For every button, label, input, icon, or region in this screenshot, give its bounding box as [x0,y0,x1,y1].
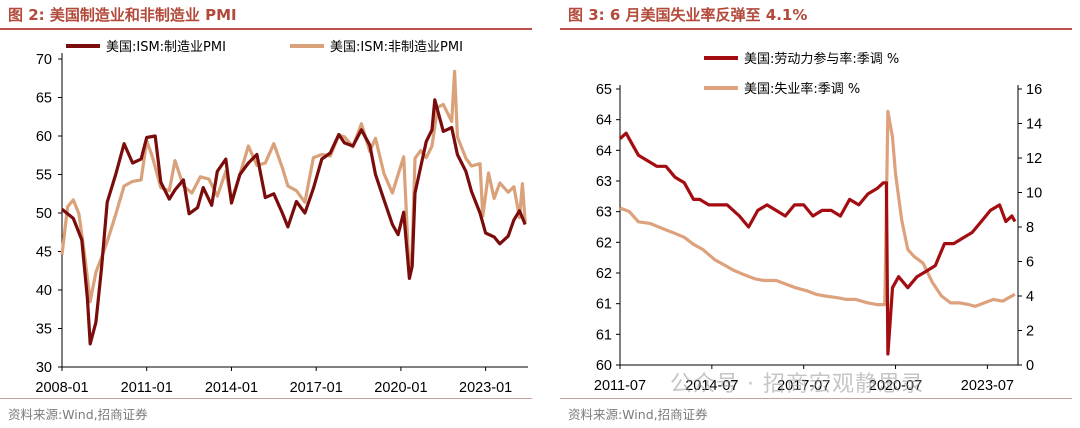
source-rule [560,398,1072,399]
x-tick-label: 2008-01 [35,380,88,396]
y-right-tick-label: 4 [1026,289,1034,305]
y-tick-label: 55 [36,168,52,184]
y-left-tick-label: 63 [596,174,612,190]
y-right-tick-label: 16 [1026,82,1042,98]
y-tick-label: 45 [36,245,52,261]
y-right-tick-label: 10 [1026,186,1042,202]
x-tick-label: 2011-01 [121,380,173,396]
x-tick-label: 2017-07 [777,378,830,394]
figure-3-title: 图 3: 6 月美国失业率反弹至 4.1% [568,6,808,24]
y-tick-label: 60 [36,129,52,145]
y-left-tick-label: 62 [596,235,612,251]
x-tick-label: 2014-07 [685,378,738,394]
figure-3-panel: 图 3: 6 月美国失业率反弹至 4.1% 60 61 61 62 62 63 63 64 64… [560,0,1080,428]
watermark-text: 公众号 · 招商宏观静思录 [670,372,924,397]
y-tick-label: 30 [36,360,52,376]
legend-label: 美国:ISM:非制造业PMI [330,40,463,55]
x-tick-label: 2011-07 [594,378,646,394]
series-line-participation [618,131,1017,356]
y-tick-label: 40 [36,283,52,299]
y-tick-label: 65 [36,91,52,107]
y-tick-label: 35 [36,322,52,338]
figure-2-panel: 图 2: 美国制造业和非制造业 PMI 30 35 40 45 50 55 60 65 70 20… [0,6,532,422]
x-tick-label: 2014-01 [205,380,258,396]
legend-label: 美国:失业率:季调 % [744,81,860,97]
legend-label: 美国:ISM:制造业PMI [106,40,226,55]
x-tick-label: 2020-07 [869,378,922,394]
x-tick-label: 2020-01 [374,380,427,396]
x-tick-label: 2023-07 [961,378,1014,394]
y-tick-label: 50 [36,206,52,222]
figure-2-title: 图 2: 美国制造业和非制造业 PMI [8,6,237,24]
pmi-chart: 30 35 40 45 50 55 60 65 70 2008-01 2011-01 2014-01 2… [35,40,528,396]
unemployment-chart: 60 61 61 62 62 63 63 64 64 65 0 2 4 6 8 10 12 14 16 2011-07… [594,51,1042,394]
y-right-tick-label: 2 [1026,324,1034,340]
y-left-tick-label: 61 [596,297,612,313]
x-tick-label: 2023-01 [459,380,512,396]
y-left-tick-label: 61 [596,327,612,343]
legend-label: 美国:劳动力参与率:季调 % [744,51,899,67]
y-right-tick-label: 0 [1026,358,1034,374]
y-left-tick-label: 64 [596,143,612,159]
title-rule [0,28,532,30]
figure-3-source: 资料来源:Wind,招商证券 [568,407,708,422]
y-left-tick-label: 60 [596,358,612,374]
y-right-tick-label: 6 [1026,255,1034,271]
y-left-tick-label: 64 [596,113,612,129]
y-left-tick-label: 63 [596,205,612,221]
series-line-manufacturing [60,98,527,346]
y-left-tick-label: 65 [596,82,612,98]
source-rule [0,398,532,399]
y-right-tick-label: 12 [1026,151,1042,167]
figure-2-source: 资料来源:Wind,招商证券 [8,407,148,422]
y-left-tick-label: 62 [596,266,612,282]
x-tick-label: 2017-01 [290,380,343,396]
series-line-unemployment [619,109,1016,308]
y-right-tick-label: 8 [1026,220,1034,236]
series-line-non-manufacturing [60,69,527,304]
y-right-tick-label: 14 [1026,117,1042,133]
title-rule [560,28,1072,30]
y-tick-label: 70 [36,52,52,68]
